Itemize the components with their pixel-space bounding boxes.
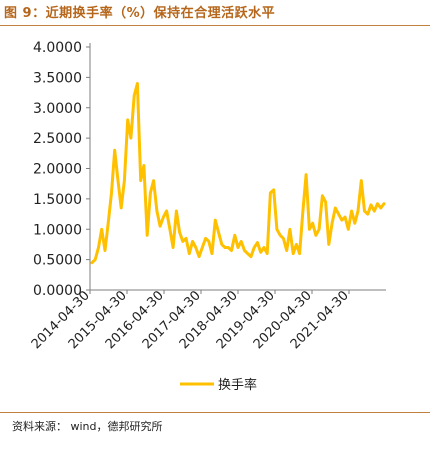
legend-label: 换手率 — [218, 377, 257, 393]
y-tick-labels: 0.0000 0.5000 1.0000 1.5000 2.0000 2.5000 3.00… — [33, 40, 90, 299]
legend: 换手率 — [180, 377, 257, 393]
series-line-turnover — [90, 82, 386, 265]
plot-area — [90, 82, 386, 265]
chart-axes — [89, 43, 386, 291]
y-tick-label: 3.5000 — [33, 70, 82, 86]
y-tick-label: 0.0000 — [33, 283, 82, 299]
y-tick-label: 1.0000 — [33, 222, 82, 238]
y-tick-label: 3.0000 — [33, 101, 82, 117]
source-note: 资料来源： wind，德邦研究所 — [12, 420, 163, 433]
y-tick-label: 4.0000 — [33, 40, 82, 56]
footer-divider — [0, 412, 430, 413]
line-chart: 0.0000 0.5000 1.0000 1.5000 2.0000 2.5000 3.00… — [29, 40, 386, 393]
chart-title: 图 9：近期换手率（%）保持在合理活跃水平 — [4, 6, 276, 21]
y-tick-label: 2.0000 — [33, 162, 82, 178]
title-divider — [0, 25, 430, 26]
y-tick-label: 2.5000 — [33, 131, 82, 147]
y-tick-label: 1.5000 — [33, 192, 82, 208]
y-tick-label: 0.5000 — [33, 253, 82, 269]
x-tick-labels: 2014-04-302015-04-302016-04-302017-04-30… — [29, 288, 352, 352]
